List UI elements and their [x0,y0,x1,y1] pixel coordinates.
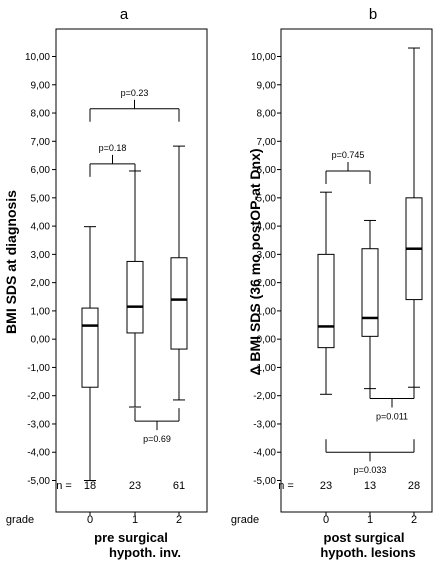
y-tick-label: -2,00 [253,391,276,402]
y-tick-label: 5,00 [31,193,51,204]
x-tick-label: 0 [87,514,93,526]
iqr-box [317,253,335,349]
y-tick-label: -4,00 [27,448,50,459]
x-axis-label-line1: pre surgical [94,530,168,545]
x-axis-label-line2: hypoth. inv. [109,545,181,560]
comparison-bracket: p=0.18 [89,143,136,177]
comparison-bracket: p=0.033 [325,439,415,475]
p-value-label: p=0.011 [376,412,408,422]
y-tick-label: 6,00 [31,165,51,176]
x-tick-label: 2 [176,514,182,526]
p-value-label: p=0.745 [332,150,365,160]
y-tick-label: 3,00 [257,250,277,261]
comparison-bracket: p=0.745 [325,150,371,184]
plot-frame [55,28,208,513]
panel-b: b -5,00 -4,00 -3,00 -2,00 -1,00 0,00 1,00 2,00 3,… [231,6,433,560]
y-tick-label: 4,00 [257,222,277,233]
panel-label: b [369,6,377,23]
y-tick-label: 10,00 [251,52,276,63]
comparison-bracket: p=0.011 [369,385,415,422]
y-axis-label: Δ BMI SDS (36 mo postOP-at Dnx) [247,148,263,375]
x-tick-label: 1 [367,514,373,526]
iqr-box [361,248,379,337]
comparison-bracket: p=0.23 [89,88,180,122]
y-tick-label: 7,00 [257,137,277,148]
box-grade-0 [81,226,99,481]
x-tick-label: 2 [411,514,417,526]
panel-label: a [120,6,129,23]
y-tick-label: 2,00 [257,278,277,289]
y-tick-label: -3,00 [253,419,276,430]
y-tick-label: 9,00 [257,80,277,91]
grade-prefix: grade [231,514,259,526]
iqr-box [170,257,188,350]
y-axis-label: BMI SDS at diagnosis [3,190,19,334]
y-tick-label: 0,00 [257,335,277,346]
y-tick-label: 1,00 [31,306,51,317]
n-count: 23 [320,480,332,492]
n-count: 13 [364,480,376,492]
box-grade-1 [126,170,144,408]
p-value-label: p=0.69 [143,434,171,444]
p-value-label: p=0.18 [99,143,127,153]
y-tick-label: -1,00 [27,363,50,374]
y-tick-label: -1,00 [253,363,276,374]
box-grade-2 [405,47,423,388]
y-tick-label: 6,00 [257,165,277,176]
n-count: 23 [129,480,141,492]
y-tick-label: 4,00 [31,222,51,233]
plot-frame [280,28,433,513]
n-count: 28 [408,480,420,492]
y-tick-label: 1,00 [257,306,277,317]
panel-a: a -5,00 -4,00 -3,00 -2,00 -1,00 0,00 1,00 2,00 3,… [3,6,208,560]
y-tick-label: 0,00 [31,335,51,346]
y-tick-label: 3,00 [31,250,51,261]
x-tick-label: 1 [132,514,138,526]
grade-prefix: grade [6,514,34,526]
iqr-box [81,307,99,388]
y-tick-label: -3,00 [27,419,50,430]
comparison-bracket: p=0.69 [134,408,180,444]
y-tick-label: 2,00 [31,278,51,289]
y-tick-label: 8,00 [31,109,51,120]
n-prefix: n = [56,480,72,492]
box-grade-1 [361,219,379,390]
x-tick-label: 0 [323,514,329,526]
y-tick-label: 7,00 [31,137,51,148]
n-prefix: n = [278,480,294,492]
y-tick-label: 10,00 [25,52,50,63]
y-tick-label: -4,00 [253,448,276,459]
p-value-label: p=0.033 [354,465,387,475]
y-tick-label: -2,00 [27,391,50,402]
n-count: 18 [84,480,96,492]
box-grade-2 [170,145,188,401]
y-tick-label: -5,00 [253,476,276,487]
y-tick-label: 8,00 [257,109,277,120]
x-axis-label-line1: post surgical [324,530,405,545]
n-count: 61 [173,480,185,492]
iqr-box [126,260,144,334]
y-tick-label: -5,00 [27,476,50,487]
y-tick-label: 5,00 [257,193,277,204]
x-axis-label-line2: hypoth. lesions [320,545,415,560]
y-tick-label: 9,00 [31,80,51,91]
box-grade-0 [317,191,335,395]
p-value-label: p=0.23 [121,88,149,98]
